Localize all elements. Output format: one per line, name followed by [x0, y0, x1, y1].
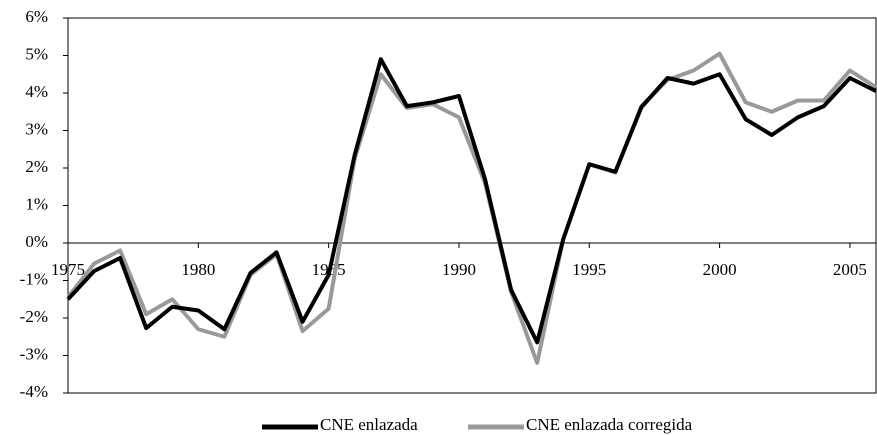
x-tick-label: 1990	[442, 260, 476, 279]
series-line	[66, 57, 877, 345]
y-tick-label: 5%	[25, 44, 48, 63]
y-tick-label: 2%	[25, 157, 48, 176]
x-tick-label: 2000	[703, 260, 737, 279]
legend-label: CNE enlazada corregida	[526, 415, 693, 434]
plot-frame	[67, 17, 877, 394]
y-tick-label: 6%	[25, 7, 48, 26]
series-line	[66, 51, 877, 365]
y-tick-label: -3%	[20, 344, 48, 363]
x-tick-label: 1995	[572, 260, 606, 279]
legend-label: CNE enlazada	[320, 415, 418, 434]
x-tick-label: 2005	[833, 260, 867, 279]
y-tick-label: -1%	[20, 269, 48, 288]
y-tick-label: 3%	[25, 119, 48, 138]
x-tick-label: 1975	[51, 260, 85, 279]
y-tick-label: 1%	[25, 194, 48, 213]
y-tick-label: 0%	[25, 232, 48, 251]
y-tick-label: -2%	[20, 307, 48, 326]
y-tick-label: 4%	[25, 82, 48, 101]
x-tick-label: 1980	[181, 260, 215, 279]
y-tick-label: -4%	[20, 382, 48, 401]
